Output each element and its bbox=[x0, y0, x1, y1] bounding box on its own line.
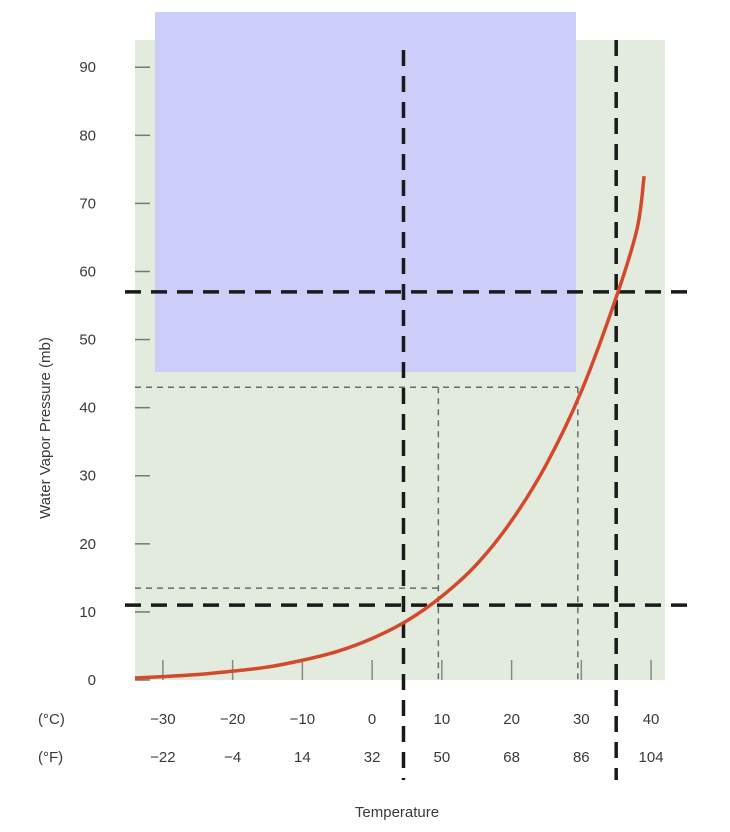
x-tick-label-c: −20 bbox=[220, 711, 245, 728]
celsius-unit-label: (°C) bbox=[38, 711, 65, 728]
y-tick-label: 20 bbox=[79, 536, 96, 553]
y-tick-label: 60 bbox=[79, 263, 96, 280]
y-tick-label: 0 bbox=[88, 672, 96, 689]
x-tick-label-f: 104 bbox=[639, 749, 664, 766]
y-tick-label: 50 bbox=[79, 332, 96, 349]
y-tick-label: 90 bbox=[79, 59, 96, 76]
y-tick-label: 40 bbox=[79, 400, 96, 417]
overlay-box bbox=[155, 12, 576, 372]
x-tick-label-f: −4 bbox=[224, 749, 241, 766]
x-tick-labels-celsius: −30 −20 −10 0 10 20 30 40 bbox=[150, 711, 659, 728]
y-tick-label: 70 bbox=[79, 195, 96, 212]
x-tick-label-f: 50 bbox=[433, 749, 450, 766]
reference-lines bbox=[125, 40, 695, 780]
x-tick-label-c: 40 bbox=[643, 711, 660, 728]
y-axis-ticks bbox=[135, 66, 150, 681]
y-tick-label: 30 bbox=[79, 468, 96, 485]
x-tick-label-c: 30 bbox=[573, 711, 590, 728]
x-tick-labels-fahrenheit: −22 −4 14 32 50 68 86 104 bbox=[150, 749, 663, 766]
x-tick-label-f: 14 bbox=[294, 749, 311, 766]
y-axis-title: Water Vapor Pressure (mb) bbox=[37, 337, 54, 519]
fahrenheit-unit-label: (°F) bbox=[38, 749, 63, 766]
x-tick-label-f: 86 bbox=[573, 749, 590, 766]
y-tick-labels: 0 10 20 30 40 50 60 70 80 90 bbox=[79, 59, 96, 689]
x-tick-label-c: 0 bbox=[368, 711, 376, 728]
x-tick-label-c: 10 bbox=[433, 711, 450, 728]
x-tick-label-c: −10 bbox=[290, 711, 315, 728]
x-tick-label-f: 32 bbox=[364, 749, 381, 766]
y-tick-label: 10 bbox=[79, 604, 96, 621]
y-tick-label: 80 bbox=[79, 127, 96, 144]
x-tick-label-f: 68 bbox=[503, 749, 520, 766]
vapor-pressure-curve bbox=[134, 175, 646, 680]
x-tick-label-c: −30 bbox=[150, 711, 175, 728]
x-tick-label-f: −22 bbox=[150, 749, 175, 766]
x-tick-label-c: 20 bbox=[503, 711, 520, 728]
x-axis-title: Temperature bbox=[355, 804, 439, 821]
